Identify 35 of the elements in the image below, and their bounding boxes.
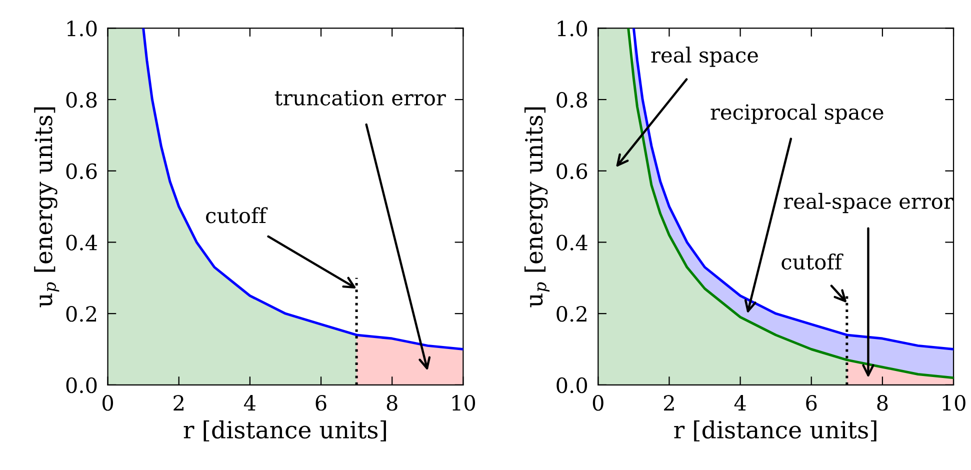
x-tick-label: 4 [244, 395, 256, 410]
y-tick-label: 0.2 [556, 306, 586, 322]
x-tick-label: 10 [942, 395, 966, 411]
y-tick-label: 0.2 [66, 306, 96, 322]
annotation: truncation error [274, 90, 446, 106]
y-tick-label: 1.0 [67, 20, 97, 36]
y-tick-label: 0.4 [66, 234, 98, 250]
annotation: cutoff [782, 254, 844, 270]
annotation: reciprocal space [710, 104, 884, 124]
y-tick-label: 0.8 [556, 92, 588, 108]
x-tick-label: 10 [452, 395, 476, 411]
line-series [142, 28, 464, 351]
x-tick-label: 0 [102, 395, 114, 411]
x-tick-label: 6 [806, 395, 817, 411]
y-tick-label: 0.0 [556, 377, 588, 394]
annotation: real space [651, 46, 758, 67]
x-tick-label: 2 [664, 395, 674, 410]
y-tick-label: 0.0 [66, 377, 97, 394]
x-axis-title: r [distance units] [674, 420, 876, 442]
y-tick-label: 0.6 [66, 163, 97, 180]
x-axis-title: r [distance units] [184, 420, 386, 442]
y-tick-label: 1.0 [558, 20, 588, 36]
x-tick-label: 8 [386, 395, 398, 411]
y-tick-label: 0.8 [66, 92, 97, 108]
y-axis-title: u$_{p}$ [energy units] [524, 107, 550, 308]
x-tick-label: 4 [734, 395, 746, 410]
x-tick-label: 0 [592, 395, 604, 411]
y-tick-label: 0.4 [556, 234, 588, 250]
annotation: real-space error [784, 192, 954, 214]
y-axis-title: u$_{p}$ [energy units] [34, 107, 60, 308]
annotation: cutoff [206, 207, 268, 224]
y-tick-label: 0.6 [556, 163, 588, 180]
x-tick-label: 2 [174, 395, 184, 410]
x-tick-label: 8 [877, 395, 888, 411]
x-tick-label: 6 [316, 395, 326, 411]
